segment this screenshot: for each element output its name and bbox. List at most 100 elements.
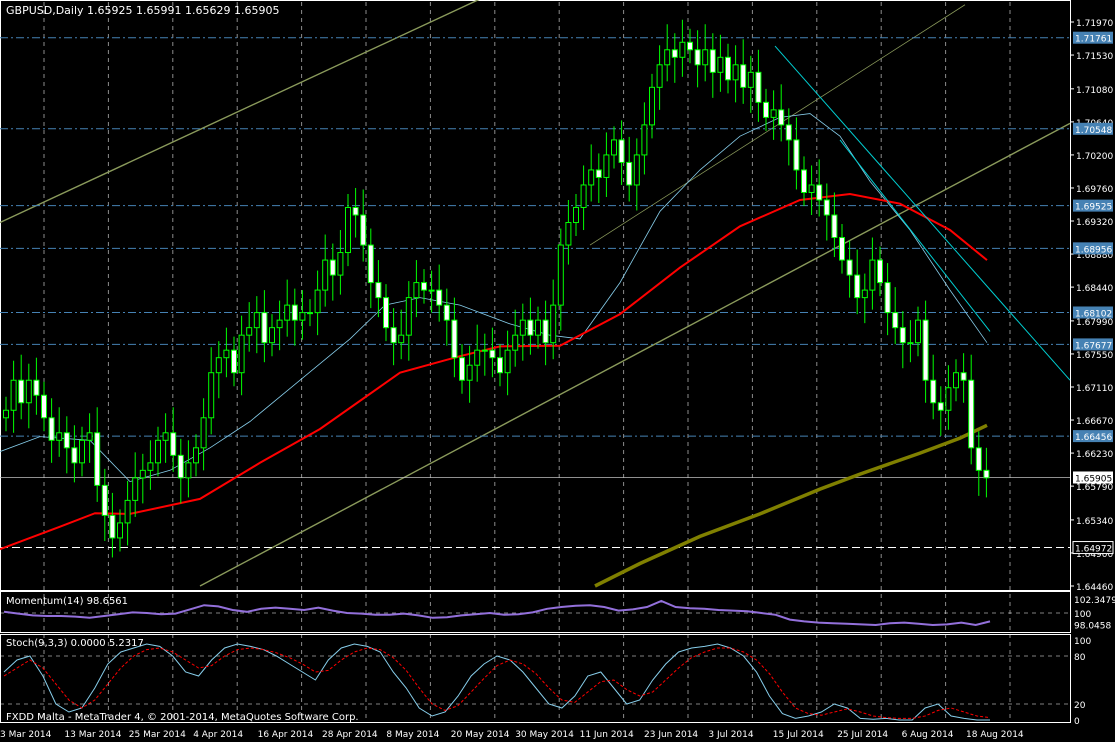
candle-body	[48, 417, 55, 441]
candle-body	[694, 49, 701, 66]
candle-body	[162, 432, 169, 441]
candle-body	[915, 319, 921, 344]
candle-body	[94, 432, 101, 486]
candlestick-series	[3, 19, 990, 558]
candle-body	[953, 372, 959, 389]
candle-body	[945, 387, 952, 411]
candle-body	[960, 372, 967, 381]
candle-body	[459, 357, 465, 381]
trendlines	[774, 45, 1071, 381]
candle-body	[451, 319, 458, 359]
candle-body	[466, 364, 473, 381]
candle-body	[649, 86, 655, 126]
momentum-pane: 102.3479 100 98.0458	[3, 596, 1115, 632]
candle-body	[823, 199, 830, 216]
candle-body	[861, 289, 868, 299]
candle-body	[588, 169, 595, 186]
candle-body	[337, 252, 344, 276]
candle-body	[770, 109, 777, 118]
candle-body	[816, 184, 823, 201]
price-tick-label: 1.67110	[1076, 384, 1113, 394]
candle-body	[671, 49, 678, 58]
candle-body	[109, 514, 116, 539]
candle-body	[808, 184, 815, 193]
candle-body	[611, 139, 617, 156]
candle-body	[535, 319, 541, 336]
candle-body	[755, 71, 762, 103]
candle-body	[519, 319, 526, 336]
ma20-line	[0, 113, 988, 483]
candle-body	[922, 319, 929, 381]
momentum-title: Momentum(14) 98.6561	[6, 596, 128, 607]
candle-body	[618, 139, 625, 163]
candle-body	[170, 432, 177, 456]
candle-body	[839, 237, 845, 261]
candle-body	[329, 259, 336, 276]
time-tick-label: 20 May 2014	[451, 730, 510, 740]
momentum-tick-label: 98.0458	[1074, 622, 1111, 632]
time-tick-label: 30 May 2014	[515, 730, 574, 740]
candle-body	[86, 432, 93, 441]
level-badge-label: 1.68102	[1075, 309, 1112, 319]
candle-body	[436, 289, 443, 306]
candle-body	[269, 327, 275, 344]
pane-borders	[0, 0, 1071, 723]
candle-body	[63, 432, 70, 449]
candle-body	[679, 41, 686, 58]
candle-body	[573, 206, 579, 224]
price-tick-label: 1.65790	[1076, 483, 1113, 493]
candle-body	[481, 349, 488, 352]
candle-body	[10, 379, 17, 411]
price-tick-label: 1.71530	[1076, 52, 1113, 62]
chart-title: GBPUSD,Daily 1.65925 1.65991 1.65629 1.6…	[6, 4, 279, 17]
stoch-tick-label: 0	[1074, 717, 1080, 727]
level-badge-label: 1.69525	[1075, 203, 1112, 213]
candle-body	[892, 312, 899, 329]
candle-body	[390, 327, 397, 344]
candle-body	[276, 319, 283, 329]
time-tick-label: 25 Mar 2014	[129, 730, 186, 740]
ma200-line	[594, 423, 988, 588]
candle-body	[405, 297, 412, 336]
ema50-line	[0, 192, 988, 551]
level-badge	[1073, 242, 1113, 255]
candle-body	[314, 289, 321, 314]
candle-body	[793, 139, 800, 171]
level-badge	[1073, 338, 1113, 351]
candle-body	[147, 462, 154, 471]
stoch-title: Stoch(9,3,3) 0.0000 5.2317	[6, 638, 144, 649]
candle-body	[155, 439, 161, 464]
candle-body	[215, 357, 222, 374]
candle-body	[18, 379, 25, 404]
candle-body	[291, 304, 298, 321]
candle-body	[930, 379, 937, 404]
time-tick-label: 11 Jun 2014	[580, 730, 634, 740]
candle-body	[208, 372, 215, 419]
candle-body	[740, 64, 747, 88]
price-tick-label: 1.71080	[1076, 86, 1113, 96]
candle-body	[747, 71, 754, 88]
time-tick-label: 25 Jul 2014	[837, 730, 888, 740]
candle-body	[854, 274, 861, 299]
candle-body	[398, 334, 405, 344]
price-tick-label: 1.70200	[1076, 152, 1113, 162]
stoch-tick-label: 80	[1074, 653, 1086, 663]
price-tick-label: 1.65340	[1076, 517, 1113, 527]
candle-body	[367, 244, 374, 284]
price-tick-label: 1.67990	[1076, 318, 1113, 328]
level-badge-label: 1.64972	[1075, 545, 1112, 555]
level-badge	[1072, 541, 1114, 555]
time-tick-label: 3 Mar 2014	[0, 730, 52, 740]
time-tick-label: 13 Mar 2014	[64, 730, 121, 740]
candle-body	[641, 124, 648, 156]
candle-body	[299, 312, 306, 321]
level-badge-label: 1.68956	[1075, 245, 1112, 255]
candle-body	[869, 259, 876, 291]
candle-body	[504, 349, 511, 374]
time-tick-label: 18 Aug 2014	[966, 730, 1024, 740]
candle-body	[117, 522, 123, 539]
candle-body	[345, 206, 351, 254]
candle-body	[907, 342, 914, 345]
price-tick-label: 1.69760	[1076, 185, 1113, 195]
stoch-tick-label: 20	[1074, 701, 1086, 711]
